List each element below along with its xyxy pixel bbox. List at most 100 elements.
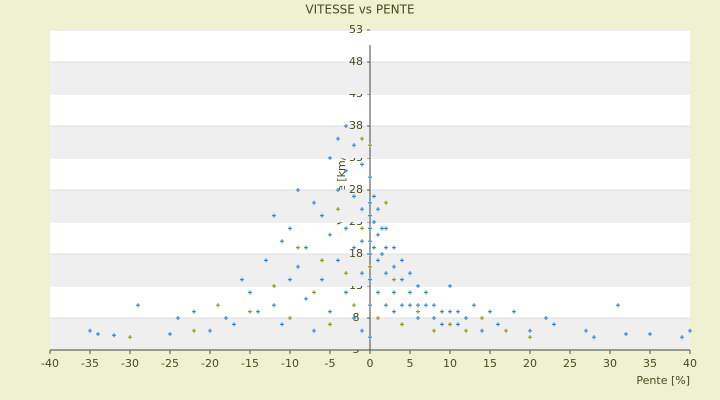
point xyxy=(480,316,484,320)
point xyxy=(232,322,236,327)
point xyxy=(376,316,380,320)
point xyxy=(360,226,364,231)
point xyxy=(392,264,396,269)
point xyxy=(496,322,500,327)
point xyxy=(296,188,300,192)
point xyxy=(368,213,372,218)
point xyxy=(440,322,444,327)
point xyxy=(264,258,268,263)
point xyxy=(448,309,452,314)
point xyxy=(272,213,276,218)
point xyxy=(168,332,172,336)
point xyxy=(416,316,420,320)
point xyxy=(368,264,372,269)
x-tick-label: -40 xyxy=(41,357,59,370)
point xyxy=(368,143,372,148)
point xyxy=(400,322,404,327)
point xyxy=(512,309,516,314)
point xyxy=(312,200,316,205)
point xyxy=(280,322,284,327)
point xyxy=(352,245,356,250)
point xyxy=(344,124,348,128)
point xyxy=(368,303,372,308)
point xyxy=(584,328,588,333)
point xyxy=(424,303,428,308)
point xyxy=(480,328,484,333)
point xyxy=(376,258,380,263)
point xyxy=(288,316,292,320)
point xyxy=(440,309,444,314)
x-tick-label: 10 xyxy=(443,357,457,370)
point xyxy=(384,200,388,205)
point xyxy=(336,136,340,141)
x-tick-label: -25 xyxy=(161,357,179,370)
point xyxy=(296,264,300,269)
point xyxy=(372,245,376,250)
point xyxy=(592,335,596,340)
point xyxy=(328,232,332,237)
point xyxy=(240,277,244,282)
point xyxy=(248,309,252,314)
point xyxy=(344,271,348,276)
y-tick-label: 48 xyxy=(349,55,363,68)
point xyxy=(208,328,212,333)
point xyxy=(400,303,404,308)
point xyxy=(392,277,396,282)
point xyxy=(376,290,380,295)
point xyxy=(400,277,404,282)
point xyxy=(352,303,356,308)
point xyxy=(344,226,348,231)
point xyxy=(552,322,556,327)
point xyxy=(288,226,292,231)
point xyxy=(176,316,180,320)
point xyxy=(376,232,380,237)
point xyxy=(368,226,372,231)
x-tick-label: 5 xyxy=(407,357,414,370)
point xyxy=(88,328,92,333)
x-tick-label: 40 xyxy=(683,357,697,370)
point xyxy=(528,328,532,333)
y-tick-label: 53 xyxy=(349,23,363,36)
point xyxy=(288,277,292,282)
point xyxy=(360,271,364,276)
point xyxy=(352,316,356,320)
y-tick-label: 28 xyxy=(349,183,363,196)
point xyxy=(408,303,412,308)
x-tick-label: 15 xyxy=(483,357,497,370)
point xyxy=(416,303,420,308)
point xyxy=(408,290,412,295)
x-tick-label: 20 xyxy=(523,357,537,370)
point xyxy=(360,207,364,212)
point xyxy=(328,322,332,327)
point xyxy=(528,335,532,340)
point xyxy=(624,332,628,336)
point xyxy=(400,258,404,263)
point xyxy=(416,284,420,288)
point xyxy=(380,252,384,256)
point xyxy=(136,303,140,308)
point xyxy=(432,316,436,320)
point xyxy=(360,328,364,333)
point xyxy=(312,328,316,333)
point xyxy=(448,284,452,288)
point xyxy=(408,271,412,276)
y-tick-label: 18 xyxy=(349,247,363,260)
point xyxy=(256,309,260,314)
point xyxy=(304,296,308,301)
point xyxy=(216,303,220,308)
point xyxy=(304,245,308,250)
point xyxy=(464,316,468,320)
point xyxy=(392,245,396,250)
point xyxy=(328,309,332,314)
x-tick-label: -15 xyxy=(241,357,259,370)
point xyxy=(488,309,492,314)
point xyxy=(192,328,196,333)
point xyxy=(344,290,348,295)
point xyxy=(456,322,460,327)
point xyxy=(336,258,340,263)
point xyxy=(680,335,684,340)
point xyxy=(464,328,468,333)
point xyxy=(368,277,372,282)
point xyxy=(360,136,364,141)
point xyxy=(392,290,396,295)
